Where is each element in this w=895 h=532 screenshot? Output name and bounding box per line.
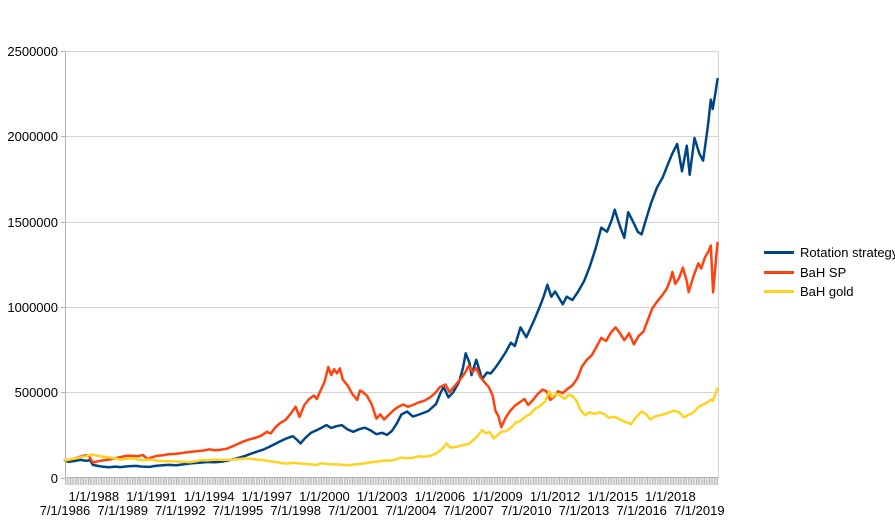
x-tick-label: 7/1/2019 — [674, 503, 725, 518]
x-tick-label: 1/1/2015 — [587, 489, 638, 504]
legend-line-swatch-orange — [764, 270, 794, 274]
legend-item-bah-sp: BaH SP — [764, 263, 895, 283]
legend-label-rotation-strategy: Rotation strategy — [800, 245, 895, 261]
x-tick-label: 1/1/2012 — [530, 489, 581, 504]
x-axis-tick-band — [65, 478, 719, 485]
x-tick-label: 7/1/1998 — [270, 503, 321, 518]
legend-item-rotation-strategy: Rotation strategy — [764, 243, 895, 263]
x-tick-label: 1/1/2003 — [357, 489, 408, 504]
legend-label-bah-sp: BaH SP — [800, 264, 847, 280]
y-tick-label: 500000 — [15, 385, 58, 400]
x-tick-label: 1/1/2018 — [645, 489, 696, 504]
x-tick-label: 1/1/1997 — [242, 489, 293, 504]
y-tick-label: 1000000 — [7, 300, 58, 315]
x-tick-label: 7/1/2007 — [443, 503, 494, 518]
x-tick-label: 7/1/1995 — [213, 503, 264, 518]
x-tick-label: 7/1/1986 — [40, 503, 91, 518]
legend-line-swatch-yellow — [764, 290, 794, 294]
legend-line-swatch-blue — [764, 251, 794, 255]
x-tick-label: 1/1/1991 — [126, 489, 177, 504]
y-tick-label: 0 — [51, 471, 58, 486]
x-tick-label: 1/1/1994 — [184, 489, 235, 504]
series-line-rotation-strategy — [63, 77, 719, 469]
x-tick-label: 7/1/1989 — [97, 503, 148, 518]
y-tick-label: 2500000 — [7, 44, 58, 59]
series-line-bah-gold — [63, 387, 719, 467]
x-tick-label: 7/1/1992 — [155, 503, 206, 518]
legend-label-bah-gold: BaH gold — [800, 284, 854, 300]
y-tick-label: 1500000 — [7, 215, 58, 230]
x-tick-label: 7/1/2010 — [501, 503, 552, 518]
series-line-bah-sp — [63, 241, 719, 464]
x-tick-label: 7/1/2013 — [559, 503, 610, 518]
x-tick-label: 1/1/1988 — [69, 489, 120, 504]
x-tick-label: 1/1/2009 — [472, 489, 523, 504]
legend-item-bah-gold: BaH gold — [764, 282, 895, 302]
x-tick-label: 1/1/2006 — [414, 489, 465, 504]
x-tick-label: 7/1/2004 — [386, 503, 437, 518]
y-tick-label: 2000000 — [7, 129, 58, 144]
legend: Rotation strategy BaH SP BaH gold — [764, 243, 895, 302]
x-tick-label: 7/1/2016 — [616, 503, 667, 518]
x-tick-label: 7/1/2001 — [328, 503, 379, 518]
x-tick-label: 1/1/2000 — [299, 489, 350, 504]
